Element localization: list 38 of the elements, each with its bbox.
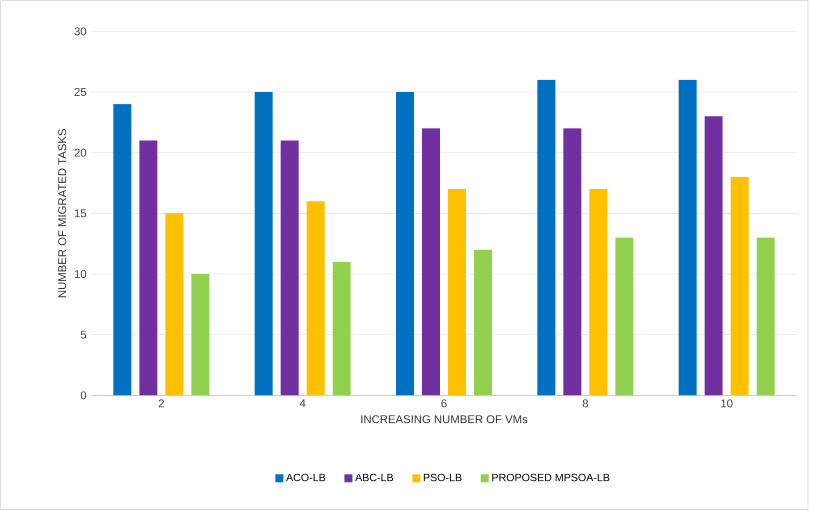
x-tick-label: 6	[441, 399, 447, 408]
y-tick-label: 15	[74, 209, 86, 218]
bar	[396, 92, 414, 396]
y-tick-label: 0	[80, 391, 86, 400]
y-tick-label: 30	[74, 27, 86, 36]
x-tick-label: 4	[300, 399, 306, 408]
bar	[730, 176, 749, 396]
bar	[332, 262, 351, 396]
bar	[678, 80, 697, 396]
bar	[113, 104, 132, 396]
bar	[165, 213, 184, 396]
bar	[474, 250, 492, 396]
bar	[448, 189, 466, 396]
y-axis-title: NUMBER OF MIGRATED TASKS	[58, 129, 66, 298]
bar	[704, 116, 723, 396]
y-tick-label: 5	[80, 330, 86, 339]
x-tick-label: 8	[582, 399, 588, 408]
y-tick-label: 20	[74, 148, 86, 157]
y-tick-label: 10	[74, 270, 86, 278]
bar	[589, 189, 608, 396]
bar	[191, 274, 210, 396]
bar	[756, 238, 775, 396]
legend-label: ABC-LB	[355, 474, 394, 482]
x-tick-label: 2	[158, 399, 164, 408]
bar	[537, 80, 556, 396]
bar	[280, 140, 299, 396]
legend-label: ACO-LB	[286, 474, 326, 482]
legend-label: PSO-LB	[424, 474, 462, 482]
bar	[563, 128, 582, 396]
bar	[254, 92, 273, 396]
bar	[422, 128, 440, 396]
y-tick-label: 25	[74, 88, 86, 96]
bar	[306, 201, 325, 396]
x-tick-label: 10	[721, 399, 733, 408]
legend-label: PROPOSED MPSOA-LB	[492, 474, 610, 482]
x-axis-title: INCREASING NUMBER OF VMs	[361, 415, 528, 424]
bar	[615, 238, 634, 396]
bar	[139, 140, 158, 396]
